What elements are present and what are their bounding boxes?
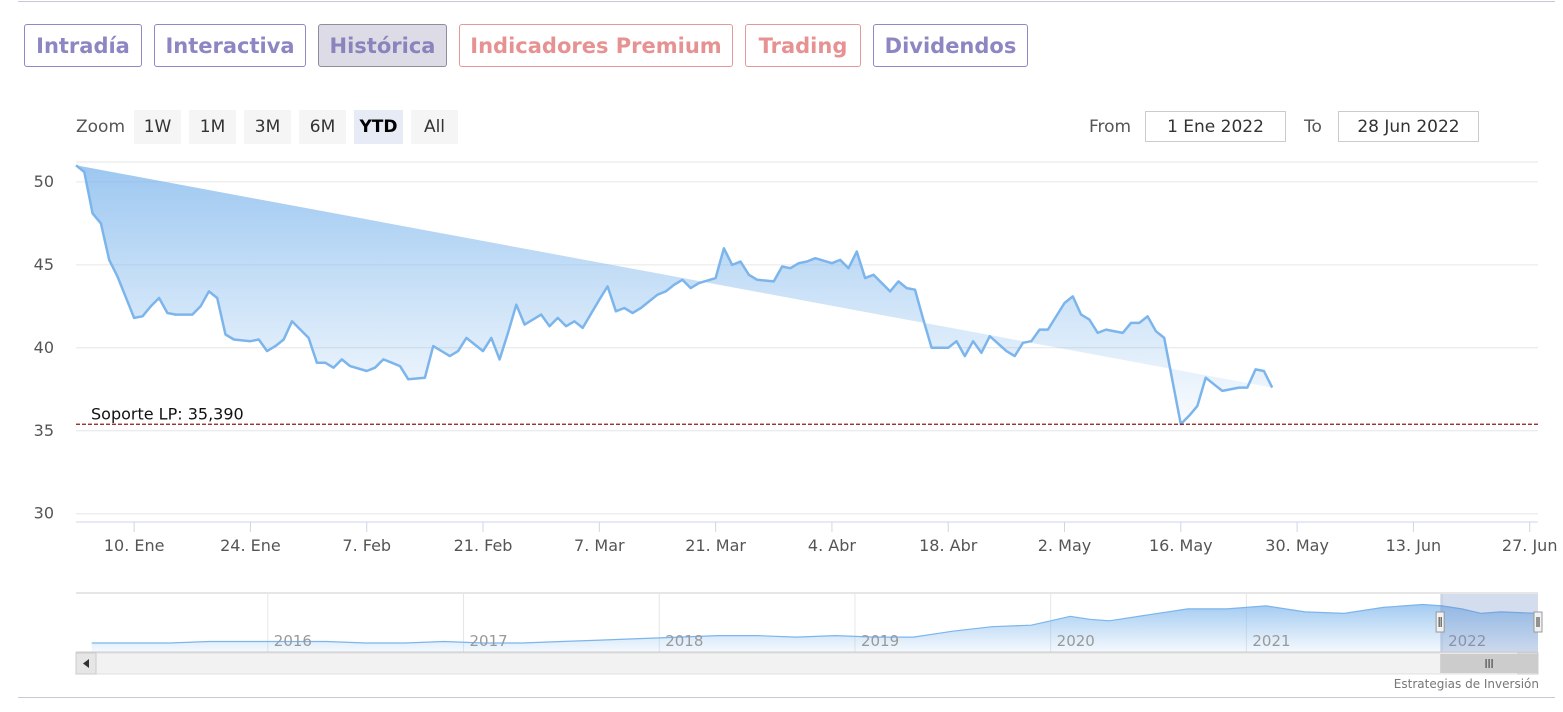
grip-icon <box>1485 659 1493 668</box>
support-level: Soporte LP: 35,390 <box>76 404 1538 425</box>
range-from-input[interactable]: 1 Ene 2022 <box>1145 111 1286 142</box>
zoom-label: Zoom <box>76 117 126 137</box>
scrollbar-track[interactable] <box>75 652 1539 675</box>
y-tick-label: 45 <box>34 255 54 274</box>
navigator-area <box>91 604 1539 652</box>
scrollbar[interactable] <box>75 652 1539 675</box>
x-axis: 10. Ene 24. Ene 7. Feb 21. Feb 7. Mar 21. Mar… <box>76 521 1558 555</box>
navigator-line <box>91 603 1539 644</box>
price-line <box>75 164 1274 426</box>
handle-body <box>1435 611 1445 633</box>
range-from-label: From <box>1089 117 1132 137</box>
zoom-button-3m[interactable]: 3M <box>244 110 291 144</box>
x-tick-label: 7. Feb <box>342 536 391 555</box>
navigator: 2016 2017 2018 2019 2020 2021 2022 <box>76 592 1543 653</box>
y-axis: 30 35 40 45 50 <box>34 172 54 523</box>
x-tick-label: 18. Abr <box>919 536 978 555</box>
zoom-button-all[interactable]: All <box>411 110 458 144</box>
price-series <box>75 164 1274 426</box>
zoom-button-6m[interactable]: 6M <box>299 110 346 144</box>
navigator-year-label: 2018 <box>665 632 703 650</box>
x-tick-label: 4. Abr <box>808 536 856 555</box>
navigator-right-handle[interactable] <box>1533 611 1543 633</box>
zoom-button-ytd[interactable]: YTD <box>354 110 403 144</box>
x-tick-label: 27. Jun <box>1502 536 1558 555</box>
zoom-button-1m[interactable]: 1M <box>189 110 236 144</box>
x-tick-label: 16. May <box>1149 536 1213 555</box>
tab-dividendos[interactable]: Dividendos <box>873 24 1028 67</box>
y-tick-label: 40 <box>34 338 54 357</box>
x-tick-label: 10. Ene <box>104 536 165 555</box>
navigator-year-label: 2017 <box>470 632 508 650</box>
chevron-left-icon <box>83 659 89 668</box>
navigator-year-label: 2019 <box>861 632 899 650</box>
x-tick-label: 21. Mar <box>685 536 746 555</box>
bottom-divider <box>18 697 1555 698</box>
navigator-year-label: 2022 <box>1448 632 1486 650</box>
y-tick-label: 50 <box>34 172 54 191</box>
tab-intradia[interactable]: Intradía <box>24 24 142 67</box>
x-tick-label: 21. Feb <box>454 536 513 555</box>
navigator-year-label: 2021 <box>1252 632 1290 650</box>
tab-trading[interactable]: Trading <box>745 24 861 67</box>
navigator-year-labels: 2016 2017 2018 2019 2020 2021 2022 <box>274 632 1486 650</box>
support-label: Soporte LP: 35,390 <box>91 404 244 423</box>
y-tick-label: 35 <box>34 421 54 440</box>
navigator-year-label: 2020 <box>1057 632 1095 650</box>
y-tick-label: 30 <box>34 504 54 523</box>
x-tick-label: 7. Mar <box>574 536 625 555</box>
x-tick-label: 2. May <box>1038 536 1091 555</box>
x-tick-label: 24. Ene <box>220 536 281 555</box>
handle-body <box>1533 611 1543 633</box>
range-to-label: To <box>1304 117 1322 137</box>
navigator-left-handle[interactable] <box>1435 611 1445 633</box>
tab-interactiva[interactable]: Interactiva <box>154 24 306 67</box>
tab-historica[interactable]: Histórica <box>318 24 447 67</box>
x-tick-label: 30. May <box>1265 536 1329 555</box>
x-tick-label: 13. Jun <box>1386 536 1442 555</box>
tab-indicadores-premium[interactable]: Indicadores Premium <box>459 24 733 67</box>
navigator-selection[interactable] <box>1440 594 1538 652</box>
top-divider <box>18 1 1555 2</box>
price-area <box>76 165 1273 425</box>
range-to-input[interactable]: 28 Jun 2022 <box>1338 111 1479 142</box>
navigator-year-label: 2016 <box>274 632 312 650</box>
zoom-button-1w[interactable]: 1W <box>134 110 181 144</box>
credit-label: Estrategias de Inversión <box>1393 677 1539 691</box>
